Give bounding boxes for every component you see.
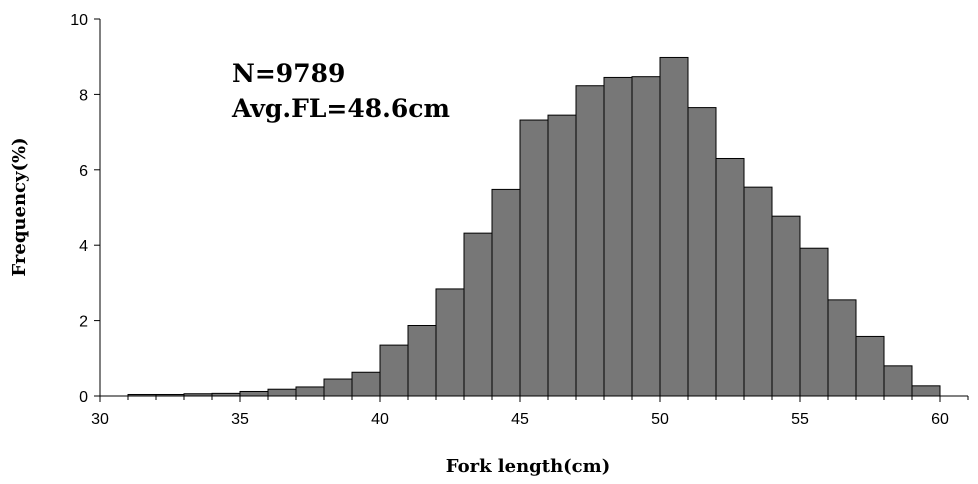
- y-tick-label-2: 2: [79, 314, 88, 331]
- bar-54: [771, 215, 801, 397]
- bar-48: [603, 76, 633, 397]
- bar-58: [883, 365, 913, 397]
- x-tick-label-60: 60: [931, 411, 949, 428]
- bar-57: [855, 335, 885, 397]
- bar-46: [547, 114, 577, 397]
- y-axis-title: Frequency(%): [9, 137, 30, 276]
- y-tick-label-8: 8: [79, 87, 88, 104]
- bar-51: [687, 107, 717, 397]
- bar-42: [435, 288, 465, 397]
- bar-35: [239, 390, 269, 397]
- annotation-average-length: Avg.FL=48.6cm: [231, 94, 450, 123]
- bar-39: [351, 371, 381, 397]
- x-ticks-group: 30 35 40 45 50 55 60: [91, 396, 969, 428]
- x-axis-title: Fork length(cm): [446, 456, 610, 477]
- bar-45: [519, 119, 549, 397]
- x-tick-label-45: 45: [511, 411, 529, 428]
- x-tick-label-40: 40: [371, 411, 389, 428]
- bar-52: [715, 157, 745, 397]
- bar-49: [631, 76, 661, 397]
- bar-50: [659, 56, 689, 397]
- y-tick-label-4: 4: [79, 238, 88, 255]
- bar-40: [379, 344, 409, 397]
- bar-59: [911, 385, 941, 397]
- bar-36: [267, 388, 297, 397]
- bar-38: [323, 378, 353, 397]
- y-tick-label-0: 0: [79, 389, 88, 406]
- bar-53: [743, 186, 773, 397]
- bar-41: [407, 325, 437, 397]
- x-tick-label-30: 30: [91, 411, 109, 428]
- x-tick-label-50: 50: [651, 411, 669, 428]
- y-ticks-group: 0 2 4 6 8 10: [70, 12, 100, 406]
- bar-56: [827, 299, 857, 397]
- bar-43: [463, 232, 493, 397]
- bar-47: [575, 85, 605, 397]
- bar-44: [491, 188, 521, 397]
- bar-55: [799, 247, 829, 397]
- x-tick-label-55: 55: [791, 411, 809, 428]
- annotation-sample-size: N=9789: [232, 59, 345, 88]
- bar-37: [295, 386, 325, 397]
- y-tick-label-6: 6: [79, 163, 88, 180]
- y-tick-label-10: 10: [70, 12, 88, 29]
- x-tick-label-35: 35: [231, 411, 249, 428]
- bars-group: [127, 56, 941, 397]
